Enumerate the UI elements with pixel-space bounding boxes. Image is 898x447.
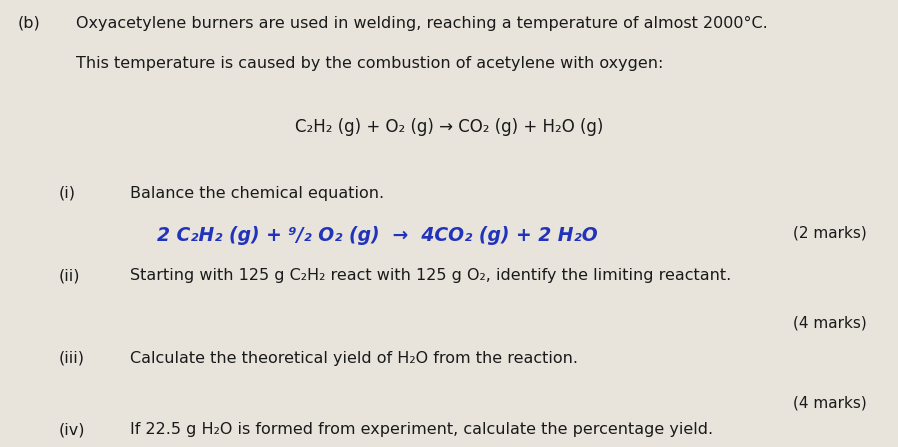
Text: Calculate the theoretical yield of H₂O from the reaction.: Calculate the theoretical yield of H₂O f… (130, 351, 578, 366)
Text: (ii): (ii) (58, 268, 80, 283)
Text: (i): (i) (58, 186, 75, 201)
Text: (iv): (iv) (58, 422, 85, 438)
Text: (b): (b) (18, 16, 40, 31)
Text: (2 marks): (2 marks) (793, 226, 867, 241)
Text: Oxyacetylene burners are used in welding, reaching a temperature of almost 2000°: Oxyacetylene burners are used in welding… (76, 16, 768, 31)
Text: C₂H₂ (g) + O₂ (g) → CO₂ (g) + H₂O (g): C₂H₂ (g) + O₂ (g) → CO₂ (g) + H₂O (g) (295, 118, 603, 136)
Text: (iii): (iii) (58, 351, 84, 366)
Text: (4 marks): (4 marks) (793, 396, 867, 411)
Text: Balance the chemical equation.: Balance the chemical equation. (130, 186, 384, 201)
Text: Starting with 125 g C₂H₂ react with 125 g O₂, identify the limiting reactant.: Starting with 125 g C₂H₂ react with 125 … (130, 268, 732, 283)
Text: 2 C₂H₂ (g) + ⁹/₂ O₂ (g)  →  4CO₂ (g) + 2 H₂O: 2 C₂H₂ (g) + ⁹/₂ O₂ (g) → 4CO₂ (g) + 2 H… (157, 226, 597, 245)
Text: If 22.5 g H₂O is formed from experiment, calculate the percentage yield.: If 22.5 g H₂O is formed from experiment,… (130, 422, 713, 438)
Text: (4 marks): (4 marks) (793, 315, 867, 330)
Text: This temperature is caused by the combustion of acetylene with oxygen:: This temperature is caused by the combus… (76, 56, 664, 71)
